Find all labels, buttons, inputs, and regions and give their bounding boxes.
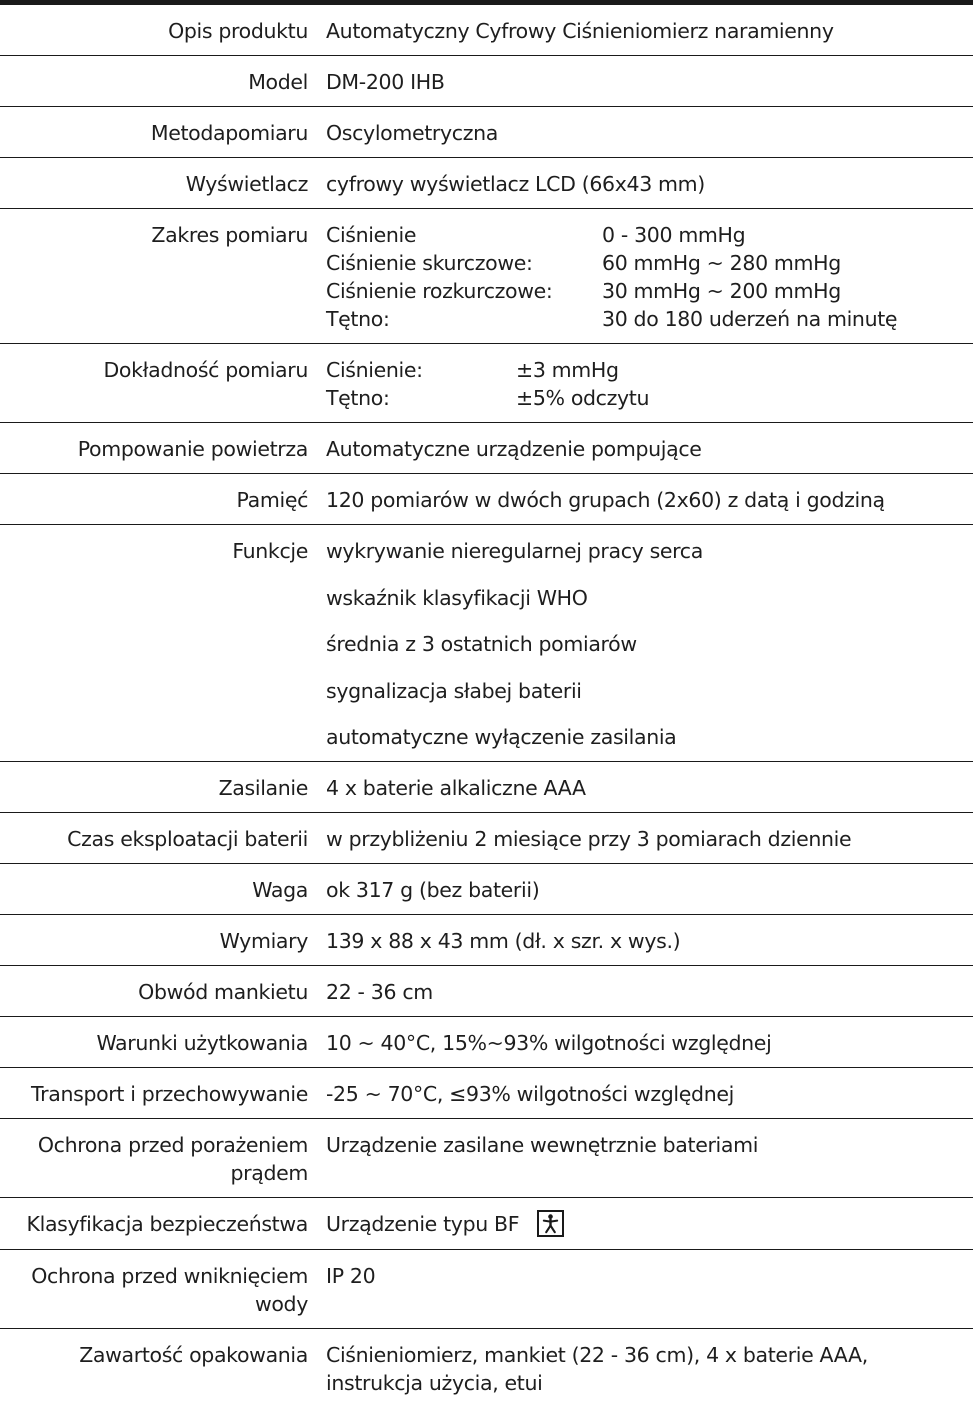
range-item: Tętno: 30 do 180 uderzeń na minutę	[326, 305, 963, 333]
function-item: średnia z 3 ostatnich pomiarów	[326, 632, 637, 656]
spec-label: Dokładność pomiaru	[103, 358, 308, 382]
spec-label: Wyświetlacz	[185, 172, 309, 196]
spec-label: Pompowanie powietrza	[77, 437, 309, 461]
spec-label: Ochrona przed porażeniem prądem	[37, 1133, 308, 1185]
spec-value: -25 ~ 70°C, ≤93% wilgotności względnej	[326, 1082, 734, 1106]
spec-label: Waga	[252, 878, 308, 902]
range-item: Ciśnienie 0 - 300 mmHg	[326, 221, 963, 249]
spec-row-ochrona-porazenie: Ochrona przed porażeniem prądem Urządzen…	[0, 1119, 973, 1198]
range-value: 30 mmHg ~ 200 mmHg	[602, 279, 841, 303]
spec-value: IP 20	[326, 1263, 376, 1288]
accuracy-item: Tętno: ±5% odczytu	[326, 384, 963, 412]
range-key: Ciśnienie skurczowe:	[326, 251, 533, 275]
spec-label: Opis produktu	[168, 19, 308, 43]
spec-label: Czas eksploatacji baterii	[67, 827, 308, 851]
range-item: Ciśnienie skurczowe: 60 mmHg ~ 280 mmHg	[326, 249, 963, 277]
spec-label: Zasilanie	[218, 776, 309, 800]
spec-value: Oscylometryczna	[326, 121, 498, 145]
range-key: Tętno:	[326, 307, 390, 331]
spec-value: Urządzenie zasilane wewnętrznie bateriam…	[326, 1133, 759, 1157]
spec-row-metoda-pomiaru: Metodapomiaru Oscylometryczna	[0, 107, 973, 158]
range-key: Ciśnienie	[326, 223, 417, 247]
spec-row-wyswietlacz: Wyświetlacz cyfrowy wyświetlacz LCD (66x…	[0, 158, 973, 209]
spec-value-list: Ciśnienie 0 - 300 mmHg Ciśnienie skurczo…	[326, 209, 973, 344]
range-value: 60 mmHg ~ 280 mmHg	[602, 251, 841, 275]
range-value: 30 do 180 uderzeń na minutę	[602, 307, 898, 331]
spec-row-zasilanie: Zasilanie 4 x baterie alkaliczne AAA	[0, 762, 973, 813]
range-key: Ciśnienie rozkurczowe:	[326, 279, 553, 303]
spec-row-model: Model DM-200 IHB	[0, 56, 973, 107]
spec-value: cyfrowy wyświetlacz LCD (66x43 mm)	[326, 172, 705, 196]
function-item: automatyczne wyłączenie zasilania	[326, 725, 677, 749]
spec-row-wymiary: Wymiary 139 x 88 x 43 mm (dł. x szr. x w…	[0, 915, 973, 966]
spec-label: Obwód mankietu	[138, 980, 308, 1004]
spec-value: DM-200 IHB	[326, 70, 445, 94]
spec-label: Model	[248, 70, 308, 94]
spec-row-zawartosc-opakowania: Zawartość opakowania Ciśnieniomierz, man…	[0, 1328, 973, 1407]
spec-row-czas-eksploatacji: Czas eksploatacji baterii w przybliżeniu…	[0, 813, 973, 864]
spec-row-zakres-pomiaru: Zakres pomiaru Ciśnienie 0 - 300 mmHg Ci…	[0, 209, 973, 344]
accuracy-key: Tętno:	[326, 386, 390, 410]
spec-row-ochrona-woda: Ochrona przed wniknięciem wody IP 20	[0, 1249, 973, 1328]
accuracy-key: Ciśnienie:	[326, 358, 423, 382]
spec-row-klasyfikacja: Klasyfikacja bezpieczeństwa Urządzenie t…	[0, 1198, 973, 1250]
spec-label: Zakres pomiaru	[151, 223, 308, 247]
function-item: wykrywanie nieregularnej pracy serca	[326, 539, 703, 563]
spec-row-obwod-mankietu: Obwód mankietu 22 - 36 cm	[0, 966, 973, 1017]
spec-row-pompowanie-powietrza: Pompowanie powietrza Automatyczne urządz…	[0, 423, 973, 474]
spec-label: Warunki użytkowania	[96, 1031, 308, 1055]
spec-row-waga: Waga ok 317 g (bez baterii)	[0, 864, 973, 915]
range-value: 0 - 300 mmHg	[602, 223, 746, 247]
spec-value: Automatyczne urządzenie pompujące	[326, 437, 702, 461]
spec-value: 10 ~ 40°C, 15%~93% wilgotności względnej	[326, 1031, 772, 1055]
range-item: Ciśnienie rozkurczowe: 30 mmHg ~ 200 mmH…	[326, 277, 963, 305]
accuracy-value: ±3 mmHg	[516, 358, 619, 382]
spec-label: Transport i przechowywanie	[31, 1082, 308, 1106]
spec-row-funkcje: Funkcje wykrywanie nieregularnej pracy s…	[0, 525, 973, 762]
spec-value: 120 pomiarów w dwóch grupach (2x60) z da…	[326, 488, 885, 512]
spec-label: Zawartość opakowania	[79, 1342, 308, 1367]
spec-value: 22 - 36 cm	[326, 980, 433, 1004]
spec-row-transport: Transport i przechowywanie -25 ~ 70°C, ≤…	[0, 1068, 973, 1119]
spec-value: ok 317 g (bez baterii)	[326, 878, 540, 902]
spec-value: w przybliżeniu 2 miesiące przy 3 pomiara…	[326, 827, 852, 851]
accuracy-value: ±5% odczytu	[516, 386, 650, 410]
spec-value-list: Ciśnienie: ±3 mmHg Tętno: ±5% odczytu	[326, 344, 973, 423]
accuracy-item: Ciśnienie: ±3 mmHg	[326, 356, 963, 384]
spec-label: Pamięć	[236, 488, 309, 512]
spec-value: 4 x baterie alkaliczne AAA	[326, 776, 586, 800]
spec-label: Wymiary	[219, 929, 309, 953]
spec-row-opis-produktu: Opis produktu Automatyczny Cyfrowy Ciśni…	[0, 3, 973, 56]
spec-row-warunki-uzytkowania: Warunki użytkowania 10 ~ 40°C, 15%~93% w…	[0, 1017, 973, 1068]
spec-row-pamiec: Pamięć 120 pomiarów w dwóch grupach (2x6…	[0, 474, 973, 525]
function-item: sygnalizacja słabej baterii	[326, 678, 582, 703]
function-item: wskaźnik klasyfikacji WHO	[326, 585, 588, 610]
spec-value: Automatyczny Cyfrowy Ciśnieniomierz nara…	[326, 19, 834, 43]
spec-label: Metodapomiaru	[150, 121, 308, 145]
spec-label: Funkcje	[232, 539, 308, 563]
spec-label: Ochrona przed wniknięciem wody	[31, 1263, 308, 1316]
spec-row-dokladnosc-pomiaru: Dokładność pomiaru Ciśnienie: ±3 mmHg Tę…	[0, 344, 973, 423]
spec-value: Ciśnieniomierz, mankiet (22 - 36 cm), 4 …	[326, 1342, 868, 1395]
spec-value-with-icon: Urządzenie typu BF	[326, 1198, 973, 1250]
spec-value: Urządzenie typu BF	[326, 1212, 520, 1236]
type-bf-applied-part-icon	[537, 1209, 565, 1237]
spec-label: Klasyfikacja bezpieczeństwa	[26, 1212, 309, 1236]
spec-value: 139 x 88 x 43 mm (dł. x szr. x wys.)	[326, 929, 681, 953]
function-list: wykrywanie nieregularnej pracy serca wsk…	[326, 525, 973, 762]
